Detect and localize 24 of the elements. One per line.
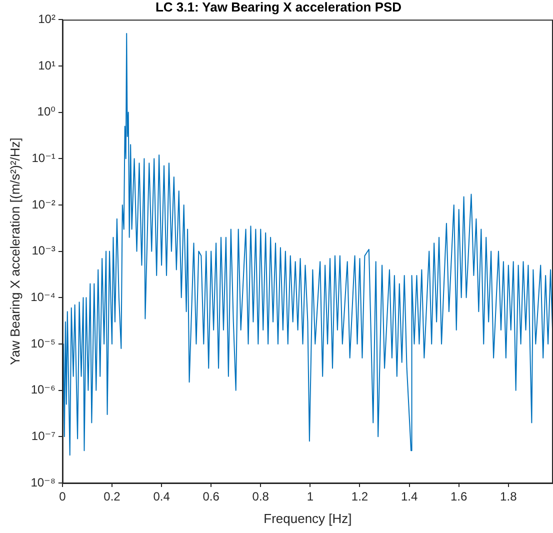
y-tick-label: 10⁻¹ (32, 150, 56, 165)
y-tick-label: 10⁻⁵ (30, 336, 56, 350)
x-tick-label: 1.6 (450, 490, 468, 504)
chart-title: LC 3.1: Yaw Bearing X acceleration PSD (155, 0, 402, 14)
y-tick-label: 10¹ (38, 58, 56, 72)
y-tick-label: 10⁻⁶ (30, 382, 56, 397)
x-tick-label: 1.8 (500, 490, 518, 504)
x-tick-label: 0.2 (104, 490, 121, 504)
x-tick-label: 1.4 (400, 490, 418, 504)
x-axis-title: Frequency [Hz] (264, 510, 352, 526)
y-tick-label: 10⁻⁷ (31, 428, 56, 443)
y-tick-label: 10⁻⁴ (30, 290, 56, 304)
x-tick-label: 0 (59, 490, 66, 504)
x-tick-label: 1 (306, 490, 314, 504)
y-tick-label: 10⁻² (32, 197, 56, 212)
y-axis-title: Yaw Bearing X acceleration [(m/s²)²/Hz] (7, 138, 22, 365)
y-tick-label: 10⁰ (37, 104, 56, 119)
y-tick-label: 10⁻⁸ (30, 475, 56, 490)
x-tick-label: 0.4 (153, 490, 170, 504)
x-tick-label: 0.8 (252, 490, 270, 504)
y-tick-label: 10² (38, 12, 56, 26)
y-tick-label: 10⁻³ (32, 244, 56, 258)
x-tick-label: 0.6 (202, 490, 220, 504)
x-tick-label: 1.2 (351, 490, 368, 504)
